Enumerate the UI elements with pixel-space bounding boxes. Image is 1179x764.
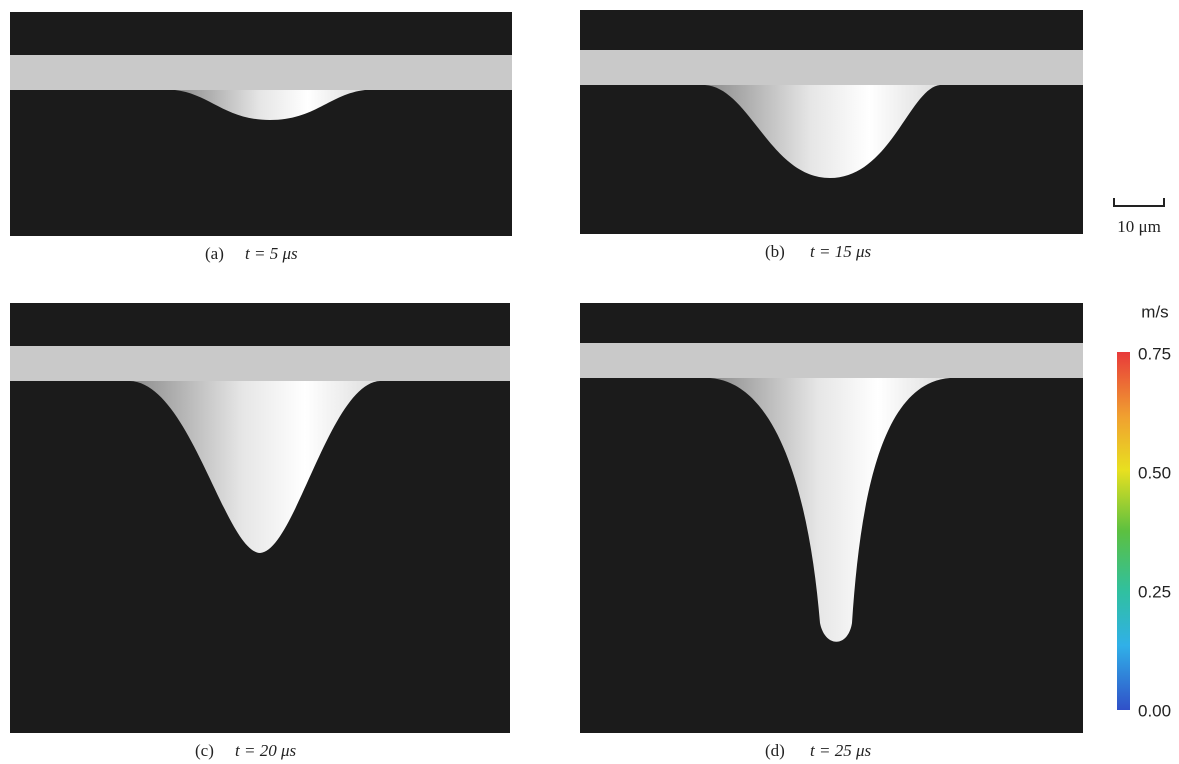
scale-label: 10 μm: [1117, 217, 1161, 236]
panel-label: (c): [195, 741, 214, 760]
panel-a: [10, 12, 512, 236]
colorbar-unit: m/s: [1141, 302, 1168, 321]
colorbar: [1117, 352, 1130, 710]
colorbar-tick: 0.75: [1138, 344, 1171, 363]
panel-c: [10, 303, 510, 733]
scale-bar: [1114, 198, 1164, 206]
panel-caption: t = 25 μs: [810, 741, 871, 760]
figure: (a) t = 5 μs (b) t = 15 μs (c) t = 20 μs…: [0, 0, 1179, 764]
panel-label: (d): [765, 741, 785, 760]
panel-label: (b): [765, 242, 785, 261]
panel-label: (a): [205, 244, 224, 263]
colorbar-tick: 0.50: [1138, 463, 1171, 482]
panel-caption: t = 15 μs: [810, 242, 871, 261]
panel-caption: t = 5 μs: [245, 244, 298, 263]
colorbar-tick: 0.00: [1138, 701, 1171, 720]
panel-caption: t = 20 μs: [235, 741, 296, 760]
panel-d: [580, 303, 1083, 733]
panel-b: [580, 10, 1083, 234]
colorbar-tick: 0.25: [1138, 582, 1171, 601]
